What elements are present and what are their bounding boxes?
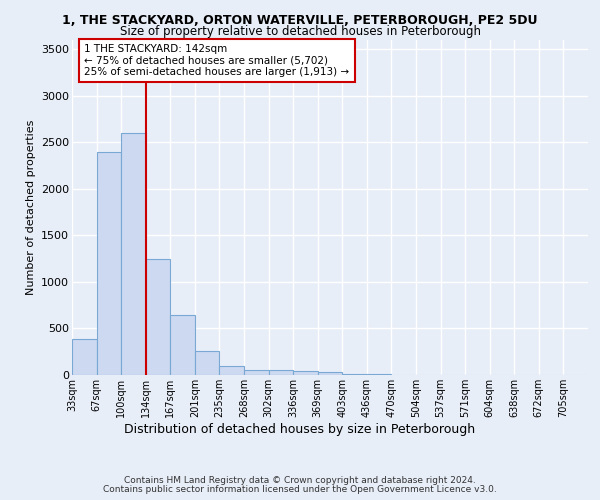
Bar	[220, 366, 244, 375]
Bar	[121, 133, 146, 375]
Bar	[367, 374, 391, 375]
Bar	[72, 338, 97, 375]
Text: Contains public sector information licensed under the Open Government Licence v3: Contains public sector information licen…	[103, 485, 497, 494]
Bar	[195, 351, 220, 375]
Bar	[170, 314, 195, 375]
Bar	[318, 372, 342, 375]
Text: Contains HM Land Registry data © Crown copyright and database right 2024.: Contains HM Land Registry data © Crown c…	[124, 476, 476, 485]
Text: Distribution of detached houses by size in Peterborough: Distribution of detached houses by size …	[124, 422, 476, 436]
Bar	[146, 258, 170, 375]
Bar	[97, 152, 121, 375]
Bar	[293, 371, 318, 375]
Bar	[342, 374, 367, 375]
Text: 1, THE STACKYARD, ORTON WATERVILLE, PETERBOROUGH, PE2 5DU: 1, THE STACKYARD, ORTON WATERVILLE, PETE…	[62, 14, 538, 27]
Text: 1 THE STACKYARD: 142sqm
← 75% of detached houses are smaller (5,702)
25% of semi: 1 THE STACKYARD: 142sqm ← 75% of detache…	[84, 44, 349, 77]
Text: Size of property relative to detached houses in Peterborough: Size of property relative to detached ho…	[119, 25, 481, 38]
Bar	[244, 370, 269, 375]
Bar	[269, 370, 293, 375]
Y-axis label: Number of detached properties: Number of detached properties	[26, 120, 35, 295]
